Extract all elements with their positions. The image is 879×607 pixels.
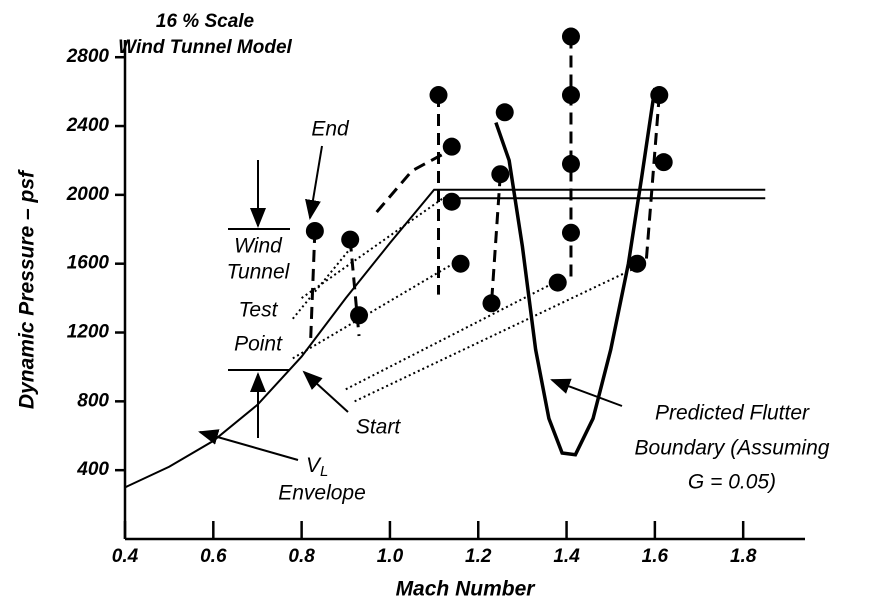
- chart-subtitle: Wind Tunnel Model: [118, 37, 292, 58]
- line: [375, 150, 449, 214]
- point: [561, 154, 580, 173]
- annotation: Envelope: [278, 482, 366, 505]
- annotation-subscript: L: [320, 463, 328, 480]
- line: [644, 94, 661, 264]
- annotation: G = 0.05): [688, 471, 776, 494]
- annotation: Boundary (Assuming: [635, 437, 830, 460]
- line: [489, 174, 502, 304]
- x-tick-label: 1.0: [377, 546, 404, 567]
- point: [482, 294, 501, 313]
- x-tick-label: 1.6: [642, 546, 669, 567]
- point: [650, 86, 669, 105]
- annotation: Wind: [234, 235, 283, 258]
- line: [345, 280, 559, 391]
- annotation: Test: [239, 299, 279, 322]
- arrow: [305, 145, 323, 220]
- line: [308, 230, 317, 345]
- annotation: End: [311, 118, 350, 141]
- line: [354, 266, 638, 403]
- point: [654, 153, 673, 172]
- line: [301, 197, 444, 299]
- point: [548, 273, 567, 292]
- x-tick-label: 1.4: [553, 546, 580, 567]
- y-tick-label: 2800: [66, 46, 110, 67]
- point: [305, 221, 324, 240]
- line: [124, 188, 766, 489]
- annotation: Point: [234, 333, 283, 356]
- annotation: Start: [356, 416, 402, 439]
- point: [495, 103, 514, 122]
- x-tick-label: 0.6: [200, 546, 227, 567]
- arrow: [550, 378, 623, 407]
- chart-title: 16 % Scale: [156, 11, 255, 32]
- x-tick-label: 1.2: [465, 546, 492, 567]
- y-tick-label: 2000: [66, 184, 110, 205]
- point: [341, 230, 360, 249]
- annotation: Predicted Flutter: [655, 402, 810, 425]
- x-tick-label: 1.8: [730, 546, 757, 567]
- y-axis-label: Dynamic Pressure – psf: [16, 169, 39, 409]
- point: [561, 27, 580, 46]
- point: [491, 165, 510, 184]
- annotation: Tunnel: [227, 261, 291, 284]
- x-tick-label: 0.8: [288, 546, 315, 567]
- arrow: [198, 429, 299, 461]
- x-axis-label: Mach Number: [396, 578, 537, 601]
- y-tick-label: 1600: [67, 253, 110, 274]
- point: [429, 86, 448, 105]
- y-tick-label: 1200: [67, 322, 110, 343]
- point: [451, 254, 470, 273]
- point: [561, 223, 580, 242]
- point: [442, 137, 461, 156]
- annotation-symbol: V: [306, 454, 322, 477]
- y-tick-label: 2400: [66, 115, 110, 136]
- x-tick-label: 0.4: [112, 546, 139, 567]
- point: [442, 192, 461, 211]
- annotation: VL: [306, 454, 328, 480]
- arrow: [302, 370, 349, 413]
- y-tick-label: 800: [77, 390, 109, 411]
- line: [292, 237, 360, 320]
- point: [561, 86, 580, 105]
- point: [350, 306, 369, 325]
- line: [292, 261, 457, 360]
- line: [494, 87, 657, 457]
- point: [628, 254, 647, 273]
- y-tick-label: 400: [76, 459, 109, 480]
